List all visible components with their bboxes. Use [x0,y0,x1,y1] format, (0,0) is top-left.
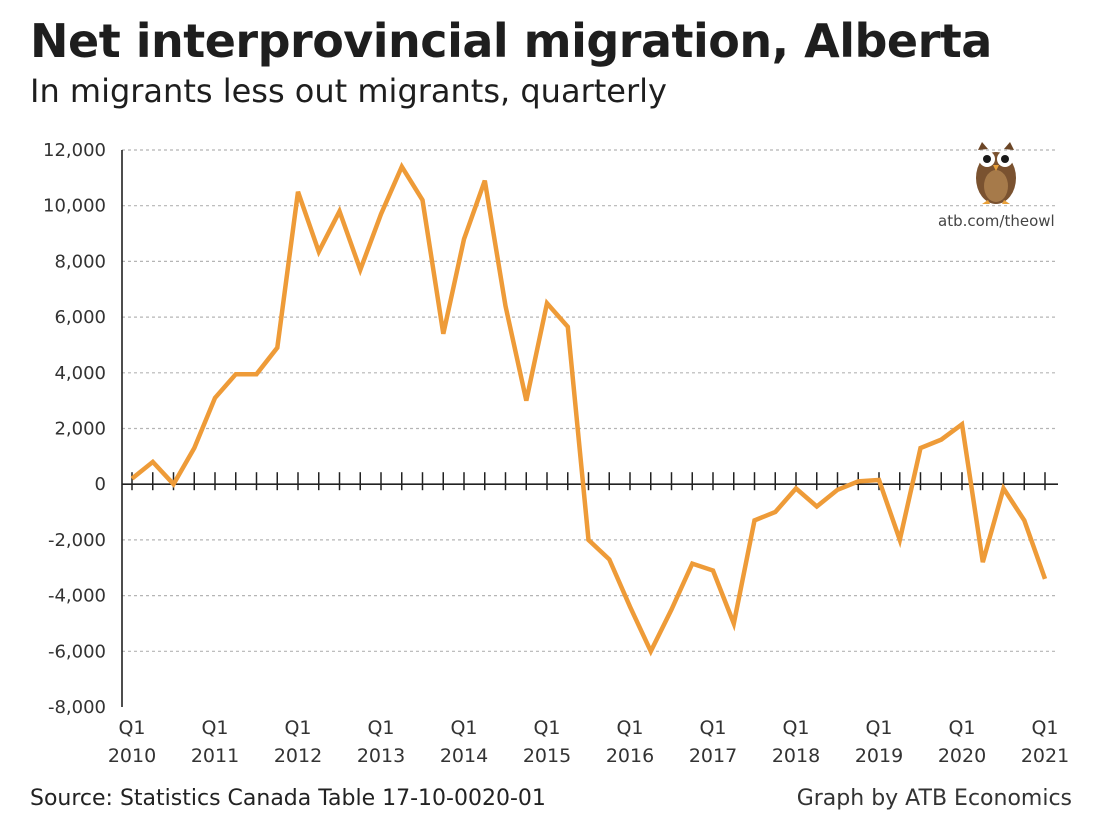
x-tick-label-year: 2021 [1021,745,1069,767]
x-tick-label-year: 2020 [938,745,986,767]
x-tick-label-quarter: Q1 [533,717,560,739]
source-note: Source: Statistics Canada Table 17-10-00… [30,786,546,811]
x-tick-label-year: 2012 [274,745,322,767]
y-tick-label: 6,000 [54,307,106,328]
x-tick-labels: Q1 2010 Q1 2011 Q1 2012 Q1 2013 Q1 2014 Q1 2015 Q1 20… [108,717,1069,767]
x-tick-label-quarter: Q1 [118,717,145,739]
y-tick-label: -2,000 [48,530,106,551]
y-tick-label: 8,000 [54,251,106,272]
x-tick-label-year: 2019 [855,745,903,767]
x-tick-label-quarter: Q1 [948,717,975,739]
x-tick-label-quarter: Q1 [699,717,726,739]
x-tick-label-year: 2015 [523,745,571,767]
y-tick-label: 4,000 [54,363,106,384]
x-tick-label-year: 2014 [440,745,488,767]
owl-icon [976,142,1016,204]
series-line [130,161,1048,657]
chart-title: Net interprovincial migration, Alberta [30,14,992,68]
chart-subtitle: In migrants less out migrants, quarterly [30,72,667,110]
y-tick-label: 2,000 [54,419,106,440]
x-tick-label-year: 2013 [357,745,405,767]
gridlines [122,149,1058,652]
x-tick-label-year: 2017 [689,745,737,767]
x-tick-label-quarter: Q1 [865,717,892,739]
x-tick-label-quarter: Q1 [1031,717,1058,739]
x-tick-label-quarter: Q1 [367,717,394,739]
x-tick-label-quarter: Q1 [616,717,643,739]
y-tick-labels: 12,000 10,000 8,000 6,000 4,000 2,000 0 -2,000 -… [43,140,106,718]
y-tick-label: -6,000 [48,641,106,662]
x-tick-label-quarter: Q1 [450,717,477,739]
x-tick-label-quarter: Q1 [782,717,809,739]
x-tick-label-year: 2011 [191,745,239,767]
owl-url[interactable]: atb.com/theowl [938,212,1055,230]
x-tick-label-quarter: Q1 [284,717,311,739]
series-layer [130,161,1048,657]
y-tick-label: 10,000 [43,196,106,217]
y-tick-label: -8,000 [48,697,106,718]
axes [121,150,1058,707]
graph-credit: Graph by ATB Economics [796,786,1072,811]
y-tick-label: 0 [95,474,106,495]
y-tick-label: 12,000 [43,140,106,161]
x-tick-label-year: 2016 [606,745,654,767]
x-tick-label-year: 2010 [108,745,156,767]
x-tick-label-quarter: Q1 [201,717,228,739]
y-tick-label: -4,000 [48,586,106,607]
x-tick-label-year: 2018 [772,745,820,767]
